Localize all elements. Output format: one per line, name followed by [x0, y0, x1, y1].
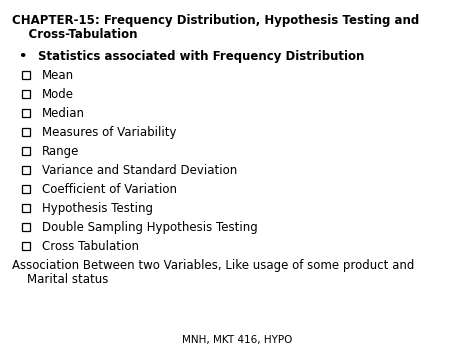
Bar — [22, 128, 30, 136]
Bar — [22, 204, 30, 212]
Text: Cross Tabulation: Cross Tabulation — [42, 240, 139, 253]
Text: Statistics associated with Frequency Distribution: Statistics associated with Frequency Dis… — [38, 50, 365, 63]
Bar — [22, 166, 30, 174]
Text: Double Sampling Hypothesis Testing: Double Sampling Hypothesis Testing — [42, 221, 258, 234]
Text: Marital status: Marital status — [12, 273, 109, 286]
Text: Range: Range — [42, 145, 79, 158]
Bar — [22, 147, 30, 155]
Bar — [22, 109, 30, 117]
Bar — [22, 185, 30, 193]
Bar — [22, 223, 30, 231]
Bar — [22, 242, 30, 250]
Text: Mean: Mean — [42, 69, 74, 82]
Text: Median: Median — [42, 107, 85, 120]
Bar — [22, 71, 30, 79]
Text: Measures of Variability: Measures of Variability — [42, 126, 176, 139]
Text: CHAPTER-15: Frequency Distribution, Hypothesis Testing and: CHAPTER-15: Frequency Distribution, Hypo… — [12, 14, 419, 27]
Bar — [22, 90, 30, 98]
Text: Hypothesis Testing: Hypothesis Testing — [42, 202, 153, 215]
Text: Coefficient of Variation: Coefficient of Variation — [42, 183, 177, 196]
Text: Cross-Tabulation: Cross-Tabulation — [12, 28, 137, 41]
Text: •: • — [18, 50, 27, 63]
Text: MNH, MKT 416, HYPO: MNH, MKT 416, HYPO — [182, 335, 292, 345]
Text: Association Between two Variables, Like usage of some product and: Association Between two Variables, Like … — [12, 259, 414, 272]
Text: Mode: Mode — [42, 88, 74, 101]
Text: Variance and Standard Deviation: Variance and Standard Deviation — [42, 164, 237, 177]
